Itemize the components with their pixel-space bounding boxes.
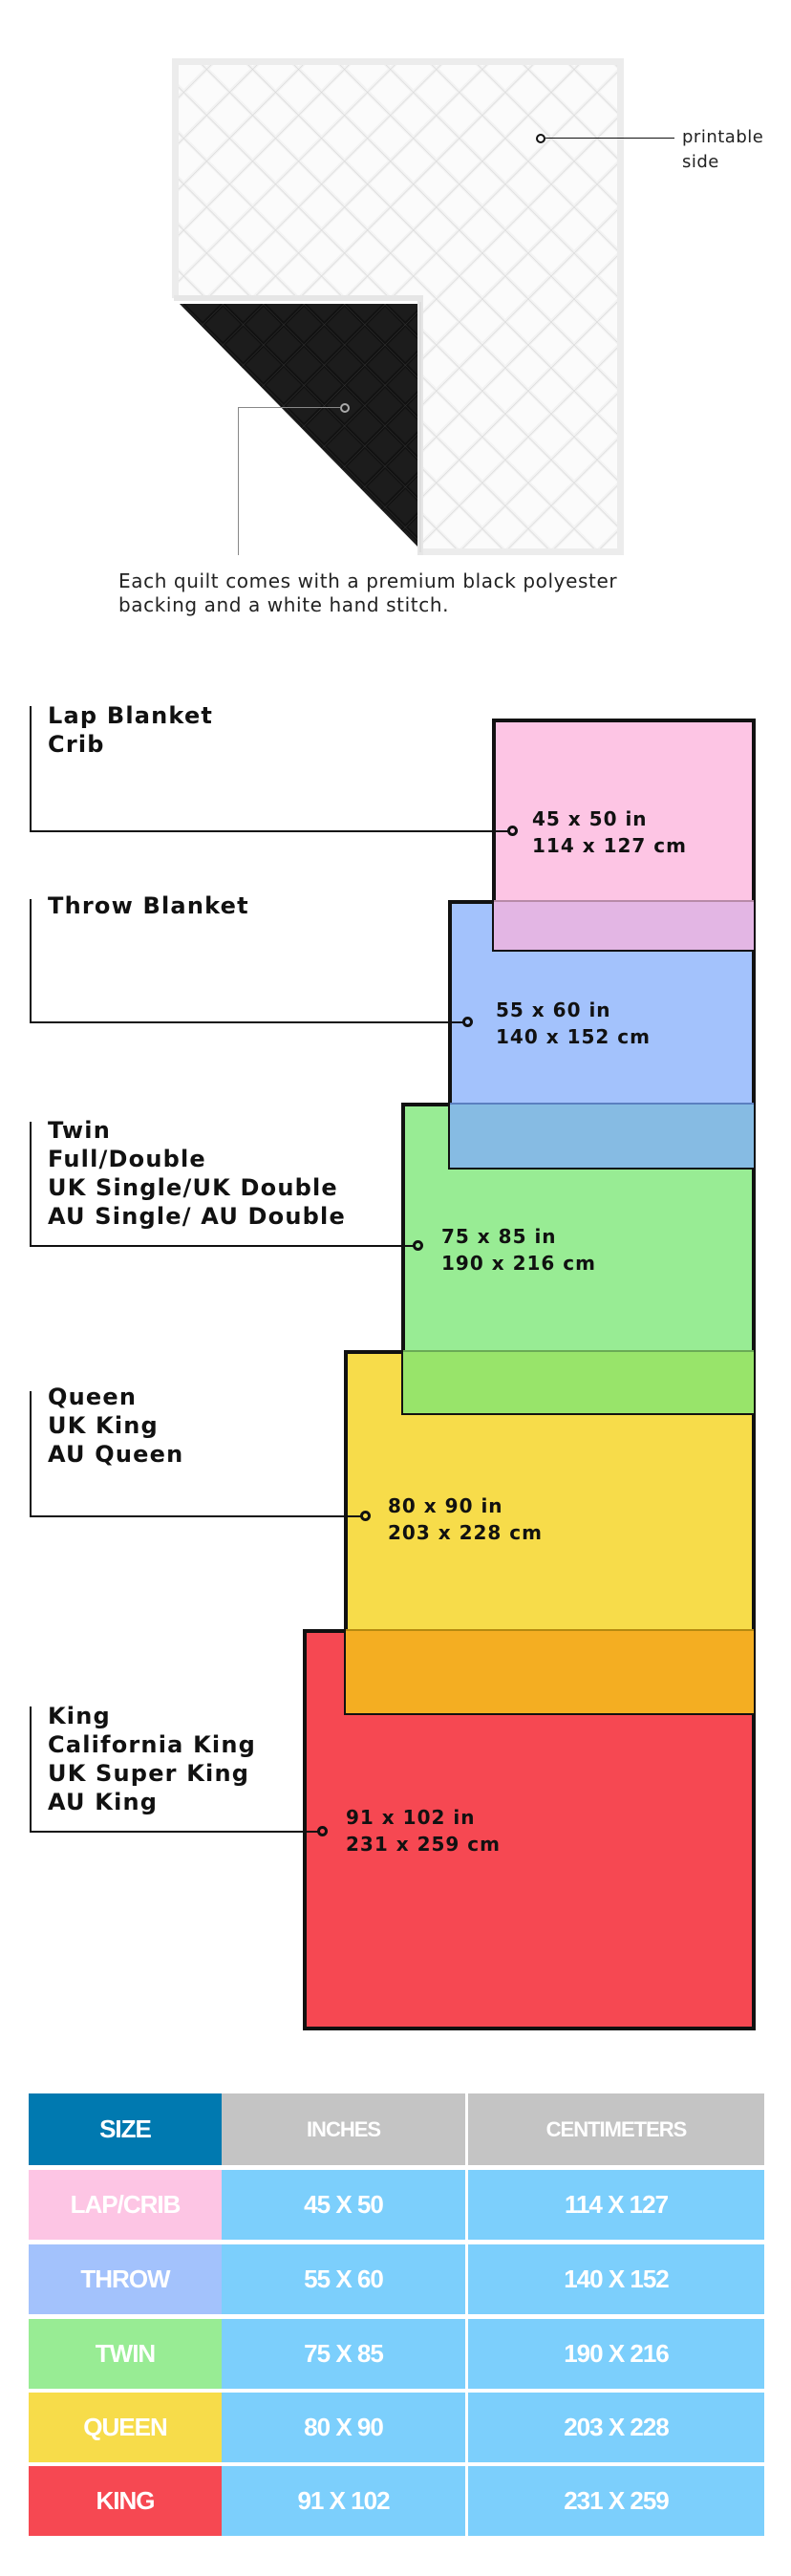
printable-side-leader-line: [545, 138, 674, 139]
printable-side-label: printable side: [682, 125, 763, 175]
twin-dimensions: 75 x 85 in 190 x 216 cm: [441, 1223, 596, 1277]
header-inches: INCHES: [222, 2093, 465, 2165]
throw-marker-icon: [462, 1017, 473, 1027]
lap-dimensions: 45 x 50 in 114 x 127 cm: [532, 805, 687, 859]
twin-size-names: Twin Full/Double UK Single/UK Double AU …: [48, 1116, 346, 1231]
backing-leader-line: [238, 407, 340, 408]
inches-cell: 55 X 60: [222, 2244, 465, 2314]
printable-side-marker-icon: [536, 134, 545, 143]
printable-label-line: side: [682, 152, 719, 172]
queen-leader-line: [30, 1391, 32, 1517]
backing-marker-icon: [340, 403, 350, 413]
lap-size-names: Lap Blanket Crib: [48, 701, 213, 759]
twin-queen-overlap: [403, 1350, 754, 1413]
twin-leader-line: [30, 1122, 32, 1247]
size-name: Crib: [48, 731, 105, 758]
throw-leader-line: [30, 899, 32, 1023]
throw-leader-line: [30, 1021, 463, 1023]
size-name: AU King: [48, 1789, 159, 1815]
size-name: AU Single/ AU Double: [48, 1203, 346, 1230]
queen-size-names: Queen UK King AU Queen: [48, 1383, 183, 1469]
twin-marker-icon: [413, 1240, 423, 1251]
caption-line: backing and a white hand stitch.: [118, 593, 450, 616]
queen-marker-icon: [360, 1511, 371, 1521]
inches-cell: 45 X 50: [222, 2170, 465, 2240]
printable-label-line: printable: [682, 127, 764, 147]
inches-cell: 91 X 102: [222, 2466, 465, 2536]
king-marker-icon: [317, 1826, 328, 1836]
queen-king-overlap: [346, 1629, 754, 1713]
king-leader-line: [30, 1831, 318, 1833]
caption-line: Each quilt comes with a premium black po…: [118, 569, 618, 592]
cm-cell: 140 X 152: [468, 2244, 764, 2314]
size-name: King: [48, 1703, 111, 1729]
size-cell: LAP/CRIB: [29, 2170, 222, 2240]
header-size: SIZE: [29, 2093, 222, 2165]
size-name: Twin: [48, 1117, 112, 1144]
backing-leader-line: [238, 407, 239, 555]
size-name: California King: [48, 1731, 256, 1758]
inches-cell: 80 X 90: [222, 2393, 465, 2462]
dimension-cm: 203 x 228 cm: [388, 1521, 543, 1544]
size-name: Throw Blanket: [48, 892, 249, 919]
dimension-inches: 55 x 60 in: [496, 998, 611, 1021]
size-cell: QUEEN: [29, 2393, 222, 2462]
cm-cell: 203 X 228: [468, 2393, 764, 2462]
lap-throw-overlap: [494, 900, 754, 950]
cm-cell: 190 X 216: [468, 2319, 764, 2389]
size-name: AU Queen: [48, 1441, 184, 1468]
size-name: Queen: [48, 1384, 138, 1410]
size-cell: THROW: [29, 2244, 222, 2314]
size-cell: KING: [29, 2466, 222, 2536]
size-cell: TWIN: [29, 2319, 222, 2389]
throw-size-names: Throw Blanket: [48, 891, 249, 920]
queen-leader-line: [30, 1515, 361, 1517]
dimension-cm: 114 x 127 cm: [532, 834, 687, 857]
size-name: Full/Double: [48, 1146, 206, 1172]
king-dimensions: 91 x 102 in 231 x 259 cm: [346, 1804, 501, 1857]
size-name: UK King: [48, 1412, 159, 1439]
dimension-cm: 140 x 152 cm: [496, 1025, 651, 1048]
dimension-inches: 75 x 85 in: [441, 1225, 557, 1248]
quilt-caption: Each quilt comes with a premium black po…: [118, 569, 617, 617]
twin-leader-line: [30, 1245, 414, 1247]
queen-dimensions: 80 x 90 in 203 x 228 cm: [388, 1492, 543, 1546]
throw-dimensions: 55 x 60 in 140 x 152 cm: [496, 997, 651, 1050]
lap-marker-icon: [507, 826, 518, 836]
quilt-illustration: [172, 58, 624, 556]
lap-leader-line: [30, 706, 32, 832]
dimension-inches: 80 x 90 in: [388, 1494, 503, 1517]
lap-leader-line: [30, 830, 508, 832]
size-name: Lap Blanket: [48, 702, 214, 729]
king-leader-line: [30, 1707, 32, 1833]
cm-cell: 231 X 259: [468, 2466, 764, 2536]
header-centimeters: CENTIMETERS: [468, 2093, 764, 2165]
king-size-names: King California King UK Super King AU Ki…: [48, 1702, 256, 1816]
dimension-inches: 45 x 50 in: [532, 807, 648, 830]
size-name: UK Single/UK Double: [48, 1174, 338, 1201]
cm-cell: 114 X 127: [468, 2170, 764, 2240]
dimension-inches: 91 x 102 in: [346, 1806, 476, 1829]
throw-twin-overlap: [450, 1103, 754, 1168]
dimension-cm: 231 x 259 cm: [346, 1833, 501, 1856]
size-name: UK Super King: [48, 1760, 250, 1787]
inches-cell: 75 X 85: [222, 2319, 465, 2389]
dimension-cm: 190 x 216 cm: [441, 1252, 596, 1275]
